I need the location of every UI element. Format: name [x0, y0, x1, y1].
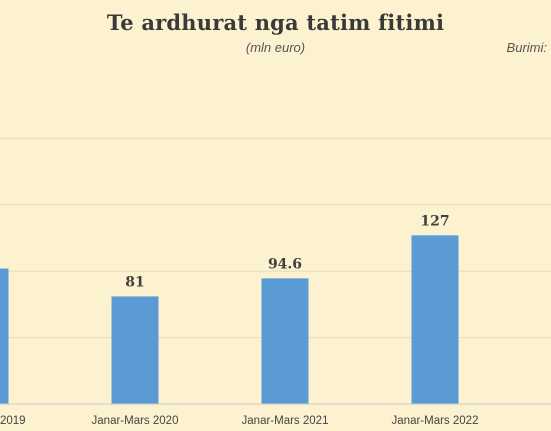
bar-3 [411, 235, 459, 404]
data-label-2: 94.6 [268, 256, 302, 272]
x-tick-label-3: Janar-Mars 2022 [392, 415, 479, 427]
chart-source-label: Burimi: [506, 40, 547, 55]
bar-2 [261, 278, 309, 404]
x-tick-label-0: 2019 [0, 415, 26, 427]
data-label-1: 81 [125, 274, 144, 290]
bar-0 [0, 268, 9, 404]
bar-1 [111, 296, 159, 404]
data-label-3: 127 [420, 213, 449, 229]
x-tick-label-1: Janar-Mars 2020 [92, 415, 179, 427]
chart-subtitle: (mln euro) [245, 40, 306, 55]
x-tick-label-2: Janar-Mars 2021 [242, 415, 329, 427]
chart-title: Te ardhurat nga tatim fitimi [106, 10, 445, 35]
